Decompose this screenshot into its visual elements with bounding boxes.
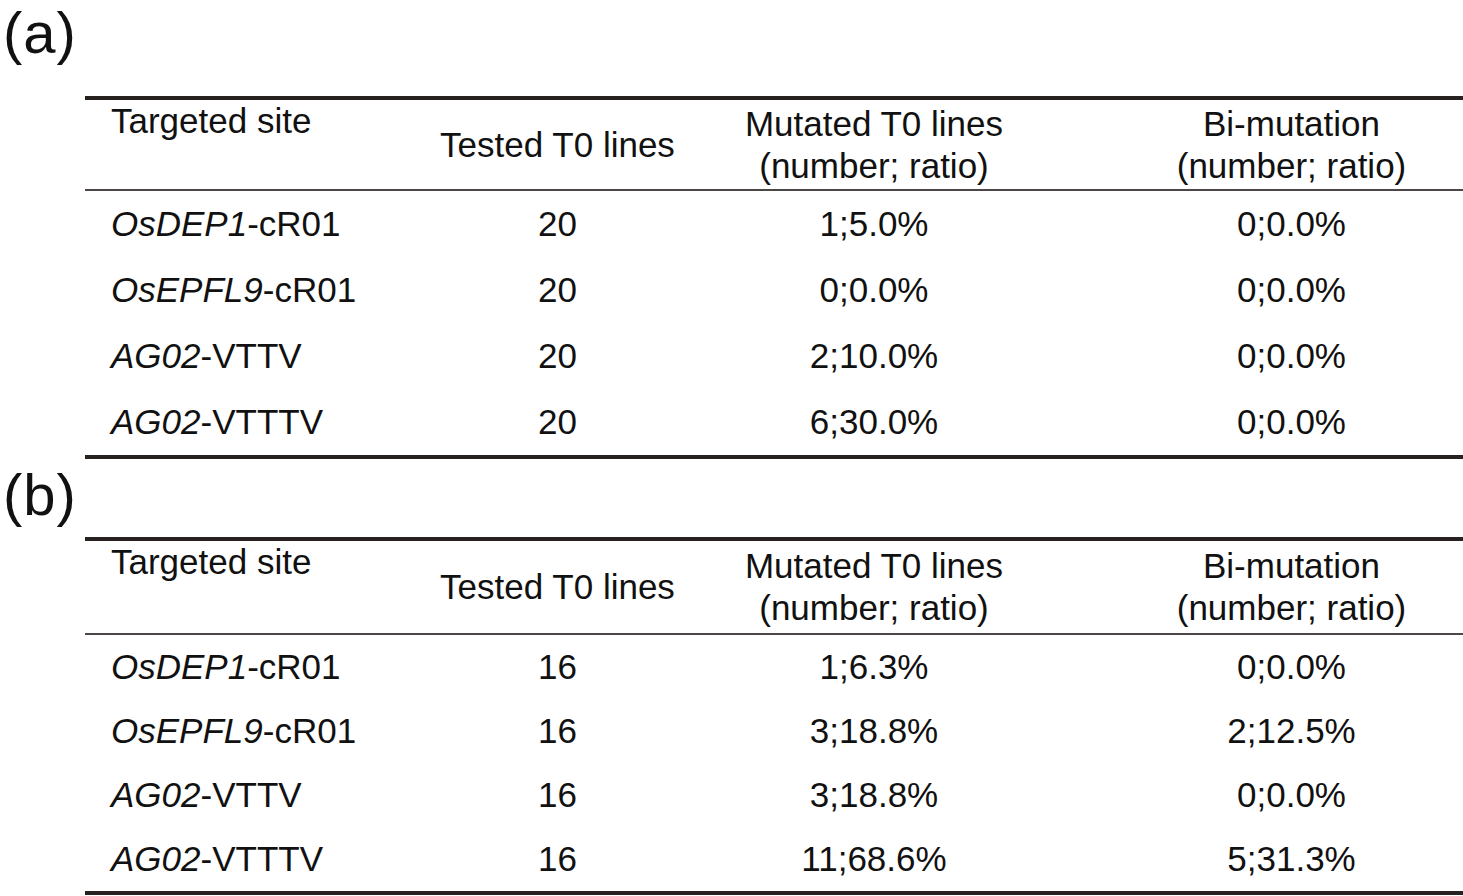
table-row: OsDEP1-cR01 16 1;6.3% 0;0.0% xyxy=(85,635,1463,699)
col-header-tested-t0-lines: Tested T0 lines xyxy=(425,100,690,189)
tested-t0-lines-cell: 20 xyxy=(425,257,690,323)
col-header-bi-mutation: Bi-mutation (number; ratio) xyxy=(1082,100,1463,189)
mutated-t0-lines-cell: 1;5.0% xyxy=(690,191,1082,257)
site-cell: OsDEP1-cR01 xyxy=(85,191,425,257)
table-b: Targeted site Tested T0 lines Mutated T0… xyxy=(85,537,1463,895)
table-row: OsEPFL9-cR01 16 3;18.8% 2;12.5% xyxy=(85,699,1463,763)
tested-t0-lines-cell: 16 xyxy=(425,635,690,699)
table-a: Targeted site Tested T0 lines Mutated T0… xyxy=(85,96,1463,459)
mutated-t0-lines-cell: 11;68.6% xyxy=(690,827,1082,891)
site-suffix: -cR01 xyxy=(263,270,356,310)
site-cell: AG02-VTTTV xyxy=(85,389,425,455)
site-suffix: -cR01 xyxy=(263,711,356,751)
site-cell: OsDEP1-cR01 xyxy=(85,635,425,699)
header-line1: Bi-mutation xyxy=(1203,545,1380,587)
header-line2: (number; ratio) xyxy=(759,587,989,629)
table-a-body: OsDEP1-cR01 20 1;5.0% 0;0.0% OsEPFL9-cR0… xyxy=(85,191,1463,455)
table-a-header-row: Targeted site Tested T0 lines Mutated T0… xyxy=(85,100,1463,189)
site-suffix: -cR01 xyxy=(247,204,340,244)
header-line2: (number; ratio) xyxy=(1177,145,1407,187)
site-suffix: -VTTTV xyxy=(201,839,323,879)
site-cell: OsEPFL9-cR01 xyxy=(85,257,425,323)
table-row: AG02-VTTV 20 2;10.0% 0;0.0% xyxy=(85,323,1463,389)
table-a-bottom-rule xyxy=(85,455,1463,459)
gene-name: OsEPFL9 xyxy=(111,270,263,310)
table-b-bottom-rule xyxy=(85,891,1463,895)
site-cell: OsEPFL9-cR01 xyxy=(85,699,425,763)
col-header-tested-t0-lines: Tested T0 lines xyxy=(425,541,690,633)
site-suffix: -VTTV xyxy=(201,336,302,376)
table-b-body: OsDEP1-cR01 16 1;6.3% 0;0.0% OsEPFL9-cR0… xyxy=(85,635,1463,891)
gene-name: AG02 xyxy=(111,402,201,442)
tested-t0-lines-cell: 16 xyxy=(425,699,690,763)
header-line1: Tested T0 lines xyxy=(440,124,675,166)
col-header-bi-mutation: Bi-mutation (number; ratio) xyxy=(1082,541,1463,633)
site-cell: AG02-VTTV xyxy=(85,323,425,389)
figure-canvas: (a) Targeted site Tested T0 lines Mutate… xyxy=(0,0,1463,896)
bi-mutation-cell: 0;0.0% xyxy=(1082,763,1463,827)
site-cell: AG02-VTTV xyxy=(85,763,425,827)
header-line1: Targeted site xyxy=(111,100,311,142)
site-suffix: -VTTTV xyxy=(201,402,323,442)
table-row: AG02-VTTTV 20 6;30.0% 0;0.0% xyxy=(85,389,1463,455)
mutated-t0-lines-cell: 2;10.0% xyxy=(690,323,1082,389)
gene-name: OsDEP1 xyxy=(111,647,247,687)
table-row: AG02-VTTV 16 3;18.8% 0;0.0% xyxy=(85,763,1463,827)
table-row: OsEPFL9-cR01 20 0;0.0% 0;0.0% xyxy=(85,257,1463,323)
bi-mutation-cell: 2;12.5% xyxy=(1082,699,1463,763)
tested-t0-lines-cell: 20 xyxy=(425,191,690,257)
panel-a-label: (a) xyxy=(3,4,77,62)
tested-t0-lines-cell: 20 xyxy=(425,389,690,455)
gene-name: AG02 xyxy=(111,775,201,815)
gene-name: AG02 xyxy=(111,336,201,376)
col-header-targeted-site: Targeted site xyxy=(85,541,425,633)
header-line1: Mutated T0 lines xyxy=(745,545,1003,587)
table-row: AG02-VTTTV 16 11;68.6% 5;31.3% xyxy=(85,827,1463,891)
col-header-mutated-t0-lines: Mutated T0 lines (number; ratio) xyxy=(690,541,1082,633)
header-line1: Mutated T0 lines xyxy=(745,103,1003,145)
table-row: OsDEP1-cR01 20 1;5.0% 0;0.0% xyxy=(85,191,1463,257)
tested-t0-lines-cell: 16 xyxy=(425,827,690,891)
panel-b-label: (b) xyxy=(3,466,77,524)
gene-name: OsDEP1 xyxy=(111,204,247,244)
tested-t0-lines-cell: 20 xyxy=(425,323,690,389)
mutated-t0-lines-cell: 1;6.3% xyxy=(690,635,1082,699)
header-line1: Tested T0 lines xyxy=(440,566,675,608)
header-line1: Targeted site xyxy=(111,541,311,583)
gene-name: AG02 xyxy=(111,839,201,879)
mutated-t0-lines-cell: 0;0.0% xyxy=(690,257,1082,323)
mutated-t0-lines-cell: 6;30.0% xyxy=(690,389,1082,455)
site-cell: AG02-VTTTV xyxy=(85,827,425,891)
bi-mutation-cell: 0;0.0% xyxy=(1082,191,1463,257)
tested-t0-lines-cell: 16 xyxy=(425,763,690,827)
col-header-targeted-site: Targeted site xyxy=(85,100,425,189)
gene-name: OsEPFL9 xyxy=(111,711,263,751)
mutated-t0-lines-cell: 3;18.8% xyxy=(690,699,1082,763)
header-line2: (number; ratio) xyxy=(1177,587,1407,629)
bi-mutation-cell: 0;0.0% xyxy=(1082,635,1463,699)
bi-mutation-cell: 0;0.0% xyxy=(1082,257,1463,323)
bi-mutation-cell: 0;0.0% xyxy=(1082,389,1463,455)
bi-mutation-cell: 5;31.3% xyxy=(1082,827,1463,891)
mutated-t0-lines-cell: 3;18.8% xyxy=(690,763,1082,827)
site-suffix: -VTTV xyxy=(201,775,302,815)
col-header-mutated-t0-lines: Mutated T0 lines (number; ratio) xyxy=(690,100,1082,189)
header-line2: (number; ratio) xyxy=(759,145,989,187)
table-b-header-row: Targeted site Tested T0 lines Mutated T0… xyxy=(85,541,1463,633)
bi-mutation-cell: 0;0.0% xyxy=(1082,323,1463,389)
site-suffix: -cR01 xyxy=(247,647,340,687)
header-line1: Bi-mutation xyxy=(1203,103,1380,145)
